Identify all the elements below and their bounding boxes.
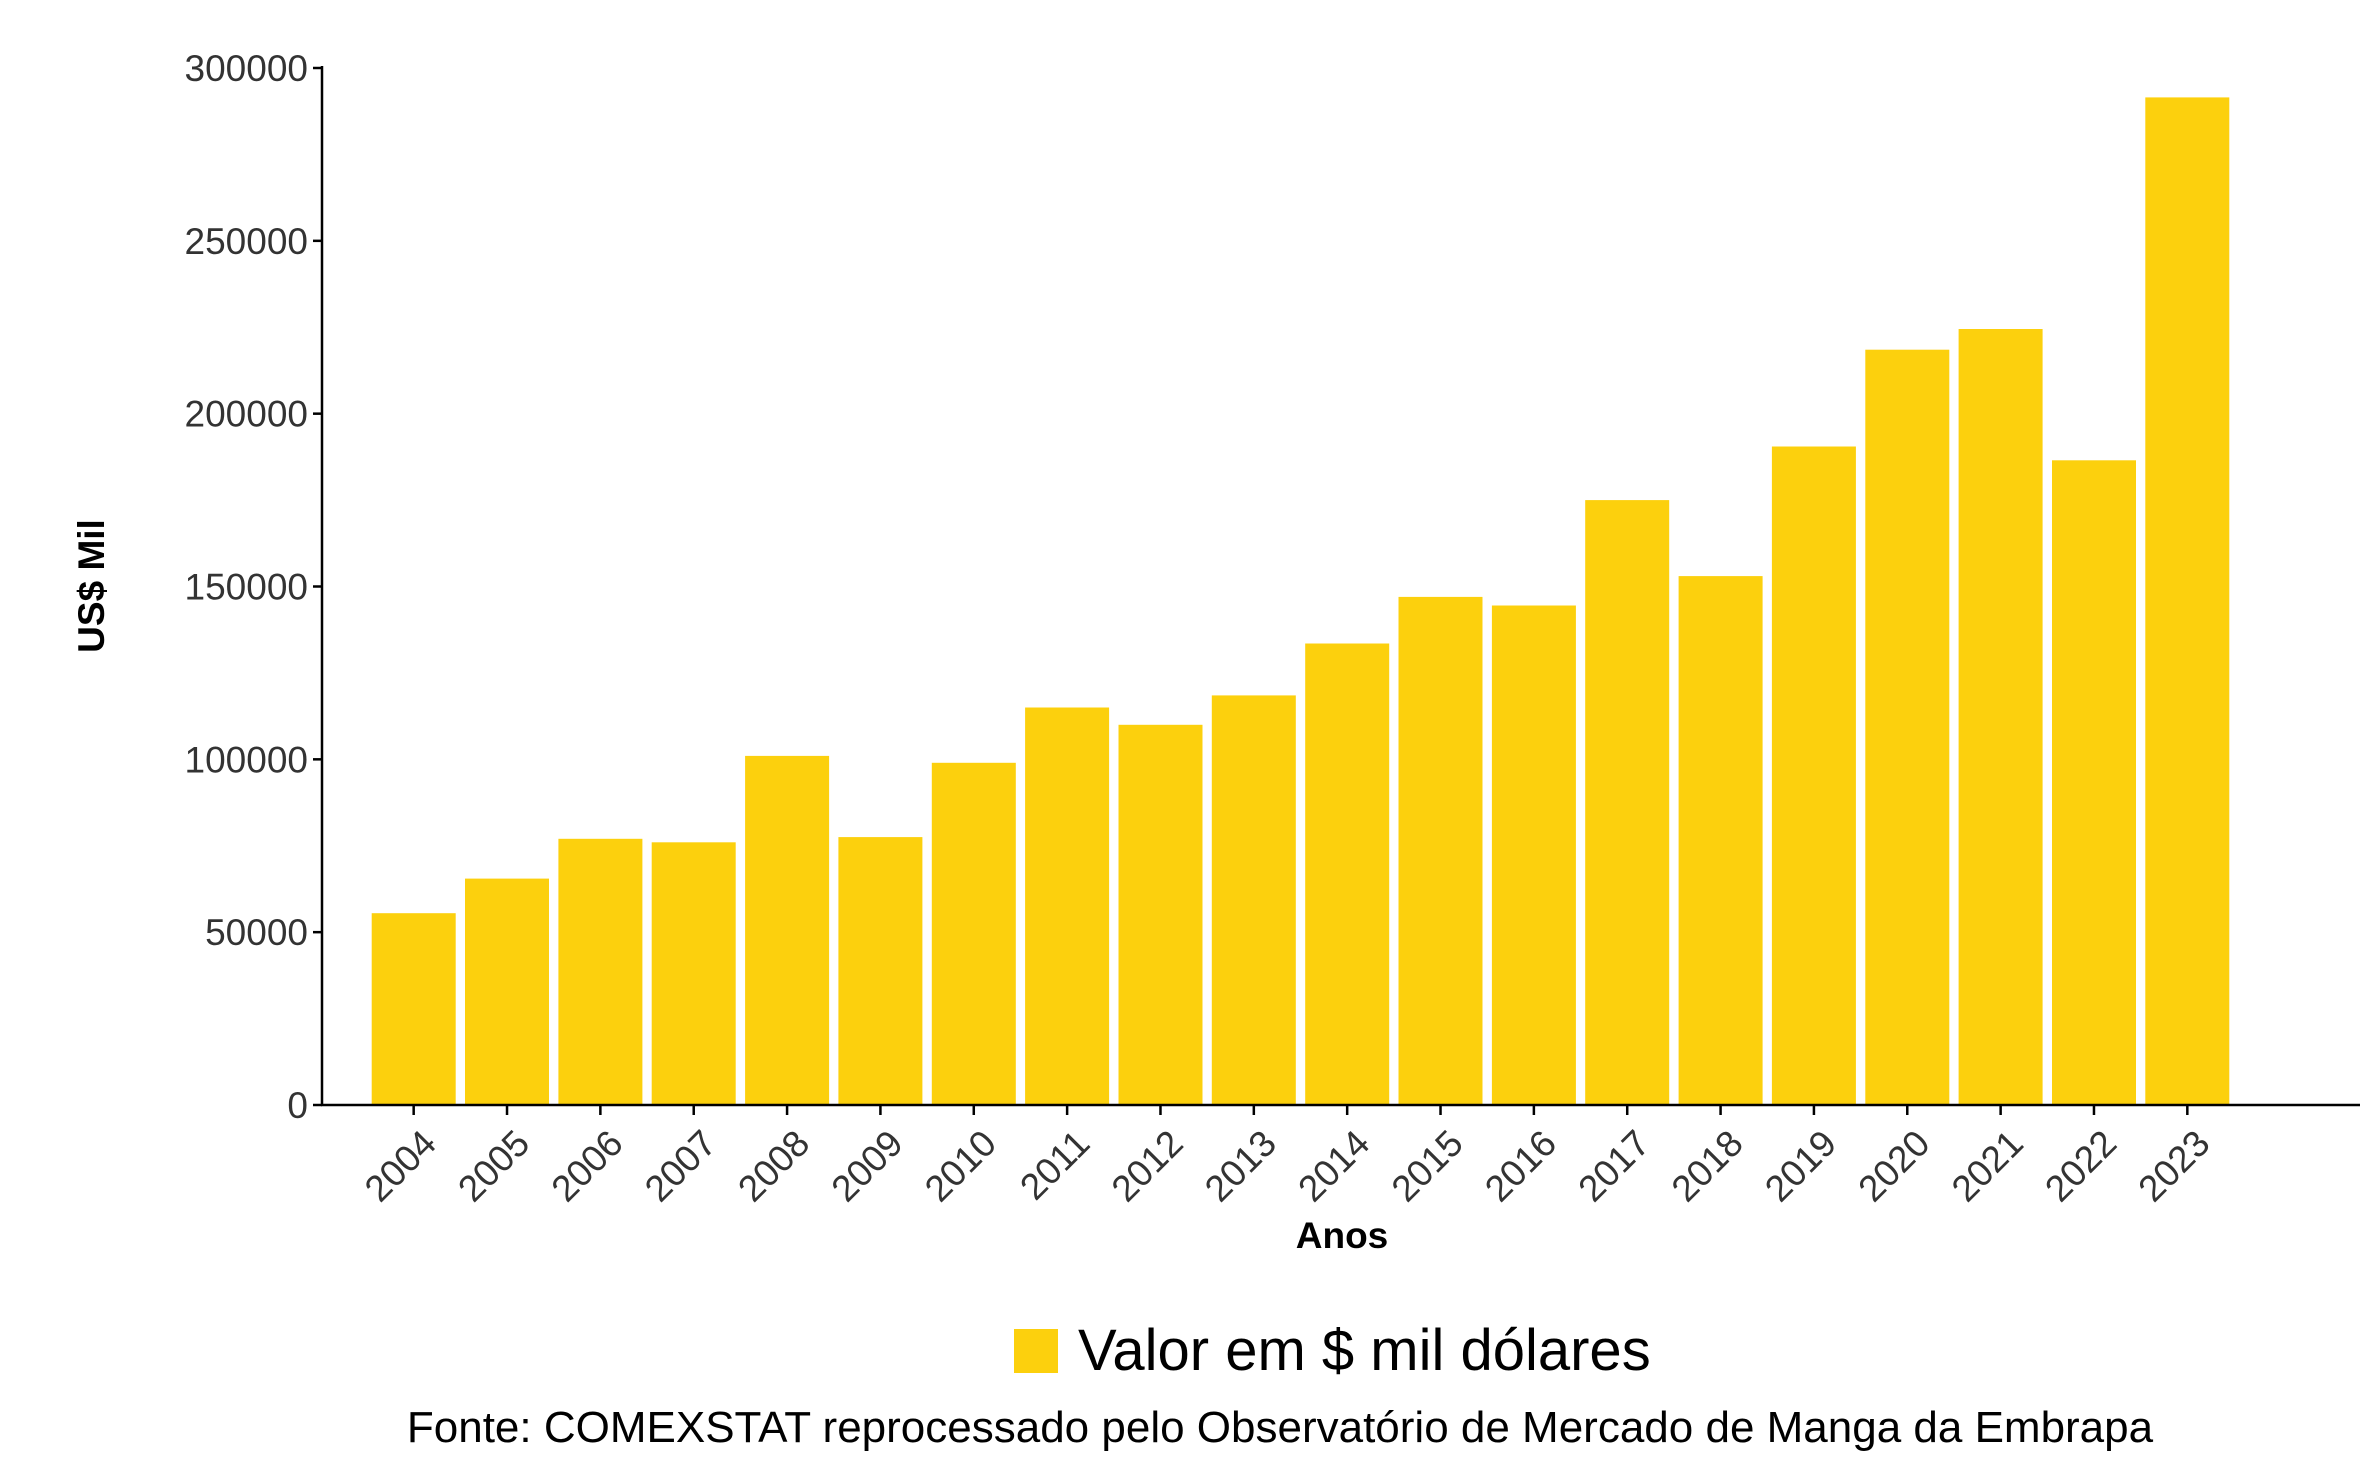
bar-2022 [2052, 460, 2136, 1105]
x-tick-label: 2005 [450, 1122, 537, 1209]
x-tick-label: 2016 [1477, 1122, 1564, 1209]
bar-2009 [838, 837, 923, 1105]
x-tick-label: 2017 [1570, 1122, 1657, 1209]
x-tick-label: 2015 [1384, 1122, 1471, 1209]
x-axis-title: Anos [1296, 1215, 1389, 1256]
bars-group [371, 97, 2230, 1106]
x-tick-label: 2009 [824, 1122, 911, 1209]
x-tick-label: 2020 [1850, 1122, 1937, 1209]
x-tick-label: 2008 [730, 1122, 817, 1209]
bar-2005 [465, 878, 549, 1105]
legend: Valor em $ mil dólares [1014, 1318, 1651, 1383]
x-tick-label: 2023 [2130, 1122, 2217, 1209]
x-tick-label: 2011 [1012, 1122, 1097, 1207]
x-tick-label: 2007 [637, 1122, 724, 1209]
legend-swatch [1014, 1329, 1058, 1373]
bar-2006 [558, 838, 643, 1105]
y-tick-label: 250000 [185, 221, 308, 262]
y-tick-label: 50000 [205, 912, 308, 953]
x-axis: 2004 2005 2006 2007 2008 2009 2010 2011 2012 2013… [321, 1103, 2360, 1210]
bar-2019 [1771, 446, 1856, 1105]
y-tick-label: 300000 [185, 48, 308, 89]
bar-2007 [651, 842, 736, 1105]
bar-2018 [1678, 576, 1763, 1105]
x-tick-label: 2006 [544, 1122, 631, 1209]
x-tick-label: 2012 [1104, 1122, 1191, 1209]
x-tick-label: 2022 [2037, 1122, 2124, 1209]
bar-2023 [2145, 97, 2230, 1105]
y-tick-label: 200000 [185, 394, 308, 435]
y-tick-label: 150000 [185, 567, 308, 608]
bar-2004 [371, 913, 456, 1105]
x-tick-label: 2018 [1664, 1122, 1751, 1209]
x-tick-label: 2010 [917, 1122, 1004, 1209]
y-tick-label: 100000 [185, 739, 308, 780]
bar-2016 [1491, 605, 1576, 1105]
x-tick-label: 2014 [1290, 1122, 1377, 1209]
y-axis: 0 50000 100000 150000 200000 250000 300000 [185, 48, 324, 1126]
bar-2017 [1585, 500, 1670, 1106]
y-axis-title: US$ Mil [71, 519, 112, 653]
legend-label: Valor em $ mil dólares [1078, 1318, 1651, 1383]
source-note: Fonte: COMEXSTAT reprocessado pelo Obser… [407, 1403, 2154, 1452]
bar-2013 [1211, 695, 1296, 1105]
bar-2010 [931, 762, 1016, 1105]
x-tick-label: 2004 [357, 1122, 444, 1209]
x-tick-label: 2019 [1757, 1122, 1844, 1209]
bar-2014 [1305, 643, 1390, 1105]
bar-2021 [1958, 329, 2043, 1105]
x-tick-label: 2021 [1944, 1122, 2031, 1209]
bar-2011 [1025, 707, 1110, 1105]
x-tick-label: 2013 [1197, 1122, 1284, 1209]
bar-2008 [745, 755, 830, 1105]
bar-2015 [1398, 596, 1483, 1105]
bar-2012 [1118, 724, 1203, 1105]
y-tick-label: 0 [287, 1085, 308, 1126]
bar-2020 [1865, 349, 1950, 1105]
